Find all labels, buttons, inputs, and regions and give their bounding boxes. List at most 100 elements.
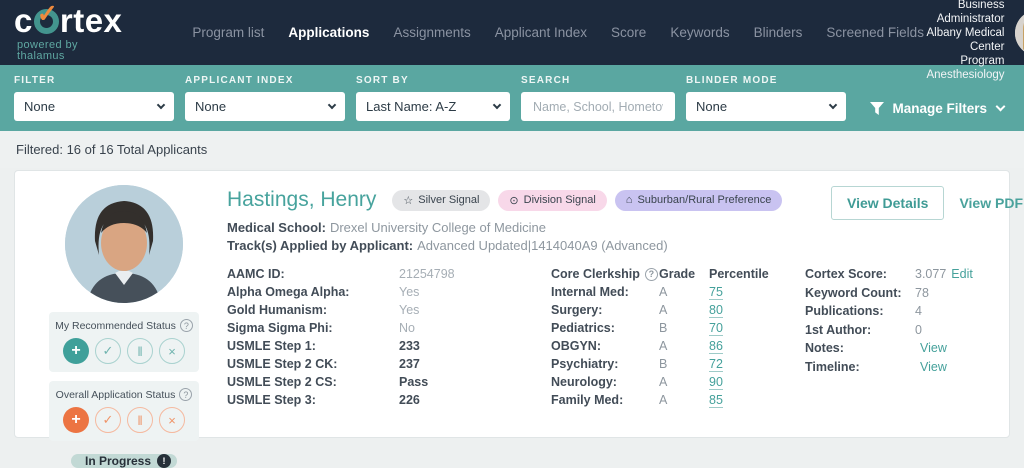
status-reject-button[interactable]: × bbox=[159, 338, 185, 364]
applicant-name[interactable]: Hastings, Henry bbox=[227, 188, 376, 212]
sort-by-select[interactable]: Last Name: A-Z bbox=[356, 92, 510, 121]
sort-by-label: SORT BY bbox=[356, 75, 510, 86]
chevron-down-icon bbox=[157, 100, 165, 108]
applicant-index-select[interactable]: None bbox=[185, 92, 345, 121]
clerkship-column: Core Clerkship ? Grade Percentile Intern… bbox=[551, 265, 769, 409]
status-box: My Recommended Status ? + ✓ ‖ × bbox=[49, 312, 199, 372]
view-pdf-link[interactable]: View PDF bbox=[959, 195, 1023, 211]
status-buttons: + ✓ ‖ × bbox=[49, 338, 199, 364]
clerkship-label: Surgery: bbox=[551, 303, 659, 317]
stat-label: USMLE Step 3: bbox=[227, 393, 399, 407]
user-info: Nicole Cortex Business Administrator Alb… bbox=[924, 0, 1005, 82]
view-details-button[interactable]: View Details bbox=[831, 186, 944, 220]
help-icon[interactable]: ? bbox=[180, 319, 193, 332]
summary-label: Cortex Score: bbox=[805, 267, 915, 281]
summary-link[interactable]: Edit bbox=[951, 267, 973, 281]
blinder-mode-select-value: None bbox=[696, 99, 727, 114]
user-menu[interactable]: Nicole Cortex Business Administrator Alb… bbox=[924, 0, 1024, 82]
percentile-link[interactable]: 90 bbox=[709, 375, 723, 390]
stat-row: AAMC ID: 21254798 bbox=[227, 265, 525, 283]
status-plus-button[interactable]: + bbox=[63, 407, 89, 433]
status-pause-button[interactable]: ‖ bbox=[127, 407, 153, 433]
summary-column: Cortex Score: 3.077 Edit Keyword Count: … bbox=[805, 265, 1024, 409]
summary-link[interactable]: View bbox=[920, 360, 947, 374]
application-status-badge[interactable]: In Progress ! bbox=[71, 454, 177, 468]
stat-label: Alpha Omega Alpha: bbox=[227, 285, 399, 299]
clerkship-header-name: Core Clerkship ? bbox=[551, 267, 659, 281]
summary-label: Notes: bbox=[805, 341, 915, 355]
summary-value: 0 bbox=[915, 323, 922, 337]
stat-label: USMLE Step 2 CS: bbox=[227, 375, 399, 389]
applicant-badges: ☆ Silver Signal ⊙ Division Signal ⌂ Subu… bbox=[392, 190, 782, 211]
search-input[interactable] bbox=[531, 92, 665, 121]
top-navbar: c✓rtex powered by thalamus Program list … bbox=[0, 0, 1024, 65]
clerkship-grade: B bbox=[659, 321, 709, 335]
stat-value: Yes bbox=[399, 303, 419, 317]
content-area: My Recommended Status ? + ✓ ‖ × O bbox=[0, 168, 1024, 438]
summary-label: Publications: bbox=[805, 304, 915, 318]
tracks-label: Track(s) Applied by Applicant: bbox=[227, 238, 413, 253]
clerkship-grade: B bbox=[659, 357, 709, 371]
percentile-link[interactable]: 85 bbox=[709, 393, 723, 408]
nav-item[interactable]: Applicant Index bbox=[495, 25, 587, 40]
cortex-logo: c✓rtex powered by thalamus bbox=[14, 4, 122, 62]
applicant-card: My Recommended Status ? + ✓ ‖ × O bbox=[14, 170, 1010, 438]
results-bar: Filtered: 16 of 16 Total Applicants bbox=[0, 131, 1024, 168]
percentile-link[interactable]: 86 bbox=[709, 339, 723, 354]
badge-label: Silver Signal bbox=[418, 194, 479, 206]
summary-value: 3.077 bbox=[915, 267, 946, 281]
stat-value: Yes bbox=[399, 285, 419, 299]
clerkship-row: Psychiatry: B 72 bbox=[551, 355, 769, 373]
manage-filters-button[interactable]: Manage Filters bbox=[870, 101, 1004, 116]
summary-link[interactable]: View bbox=[920, 341, 947, 355]
stat-label: Gold Humanism: bbox=[227, 303, 399, 317]
status-reject-button[interactable]: × bbox=[159, 407, 185, 433]
percentile-link[interactable]: 70 bbox=[709, 321, 723, 336]
search-box bbox=[521, 92, 675, 121]
percentile-link[interactable]: 80 bbox=[709, 303, 723, 318]
status-pause-button[interactable]: ‖ bbox=[127, 338, 153, 364]
nav-item[interactable]: Assignments bbox=[393, 25, 470, 40]
clerkship-grade: A bbox=[659, 339, 709, 353]
user-avatar-image bbox=[1015, 10, 1024, 56]
nav-item[interactable]: Screened Fields bbox=[826, 25, 924, 40]
percentile-link[interactable]: 72 bbox=[709, 357, 723, 372]
clerkship-label: Psychiatry: bbox=[551, 357, 659, 371]
nav-item[interactable]: Blinders bbox=[754, 25, 803, 40]
status-check-button[interactable]: ✓ bbox=[95, 338, 121, 364]
help-icon[interactable]: ? bbox=[645, 268, 658, 281]
nav-item[interactable]: Applications bbox=[288, 25, 369, 40]
clerkship-row: Internal Med: A 75 bbox=[551, 283, 769, 301]
nav-item[interactable]: Score bbox=[611, 25, 646, 40]
signal-badge: ⌂ Suburban/Rural Preference bbox=[615, 190, 783, 211]
status-box-label: Overall Application Status bbox=[56, 389, 176, 401]
blinder-mode-select[interactable]: None bbox=[686, 92, 846, 121]
status-plus-button[interactable]: + bbox=[63, 338, 89, 364]
search-label: SEARCH bbox=[521, 75, 675, 86]
filter-select-value: None bbox=[24, 99, 55, 114]
percentile-link[interactable]: 75 bbox=[709, 285, 723, 300]
logo-text-suffix: rtex bbox=[60, 4, 123, 37]
medical-school-value: Drexel University College of Medicine bbox=[330, 220, 546, 235]
status-check-button[interactable]: ✓ bbox=[95, 407, 121, 433]
user-avatar[interactable] bbox=[1015, 10, 1024, 56]
filter-select[interactable]: None bbox=[14, 92, 174, 121]
logo-ring-icon: ✓ bbox=[34, 9, 59, 34]
logo-text-prefix: c bbox=[14, 4, 33, 37]
signal-badge: ☆ Silver Signal bbox=[392, 190, 490, 211]
badge-icon: ☆ bbox=[403, 194, 413, 207]
nav-item[interactable]: Program list bbox=[192, 25, 264, 40]
applicant-index-label: APPLICANT INDEX bbox=[185, 75, 345, 86]
summary-row: Cortex Score: 3.077 Edit bbox=[805, 265, 1024, 284]
logo-check-icon: ✓ bbox=[37, 2, 58, 27]
info-icon: ! bbox=[157, 454, 171, 468]
clerkship-rows: Internal Med: A 75 Surgery: A 80 bbox=[551, 283, 769, 409]
stat-value: 226 bbox=[399, 393, 420, 407]
summary-row: Publications: 4 bbox=[805, 302, 1024, 321]
help-icon[interactable]: ? bbox=[179, 388, 192, 401]
nav-item[interactable]: Keywords bbox=[670, 25, 729, 40]
applicant-left-column: My Recommended Status ? + ✓ ‖ × O bbox=[35, 183, 213, 437]
applicant-data-grid: AAMC ID: 21254798 Alpha Omega Alpha: Yes… bbox=[227, 265, 1024, 409]
filter-label: FILTER bbox=[14, 75, 174, 86]
summary-row: Notes: View bbox=[805, 339, 1024, 358]
